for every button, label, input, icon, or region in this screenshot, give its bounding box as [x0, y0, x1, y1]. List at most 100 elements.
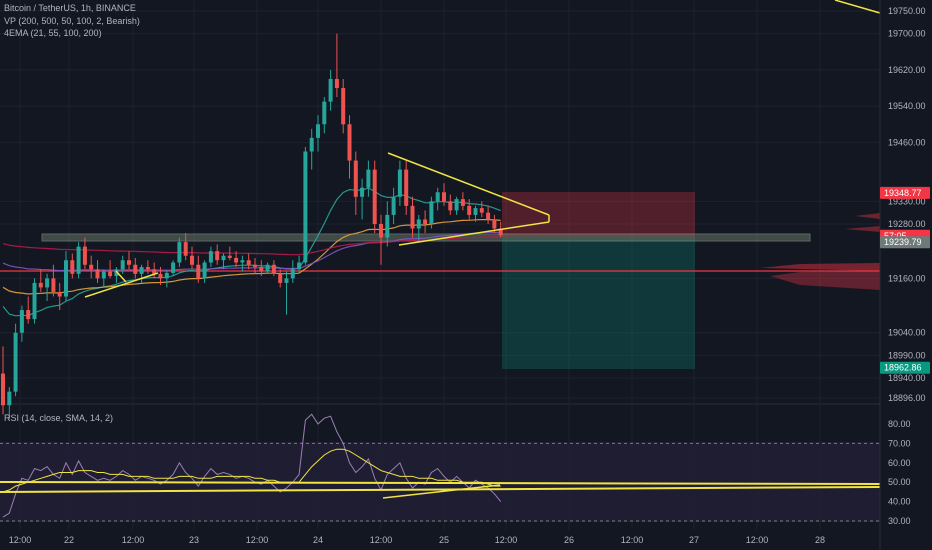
- candle-body: [19, 310, 24, 333]
- candle-body: [479, 208, 484, 213]
- rsi-tick-label: 50.00: [888, 477, 911, 487]
- candle-body: [486, 212, 491, 220]
- trendline-lower[interactable]: [84, 272, 159, 298]
- candle-body: [57, 291, 62, 297]
- candle-body: [410, 205, 415, 229]
- candle-body: [309, 137, 314, 152]
- candle-body: [460, 199, 465, 206]
- candle-body: [26, 310, 31, 320]
- time-tick-label: 12:00: [122, 535, 145, 545]
- target-zone[interactable]: [502, 238, 695, 369]
- price-tick-label: 19280.00: [888, 219, 926, 229]
- price-tick-label: 19620.00: [888, 65, 926, 75]
- time-axis[interactable]: 12:00 22 12:00 23 12:00 24 12:00 25 12:00 26 12:00…: [9, 535, 825, 545]
- candle-body: [316, 124, 320, 138]
- chart-title: Bitcoin / TetherUS, 1h, BINANCE: [4, 3, 136, 13]
- candle-body: [234, 257, 239, 263]
- candle-body: [429, 201, 434, 224]
- time-tick-label: 25: [439, 535, 449, 545]
- candle-body: [101, 271, 106, 279]
- candle-body: [139, 267, 144, 274]
- candle-body: [360, 187, 365, 197]
- candle-body: [334, 78, 339, 89]
- candle-body: [423, 219, 428, 224]
- trendline-top[interactable]: [834, 0, 881, 14]
- price-axis[interactable]: 19750.00 19700.00 19620.00 19540.00 19460.00…: [888, 6, 926, 403]
- candle-body: [303, 151, 308, 263]
- triangle-drawing[interactable]: [387, 152, 550, 246]
- time-tick-label: 26: [564, 535, 574, 545]
- candle-body: [82, 246, 87, 265]
- stop-zone[interactable]: [502, 192, 695, 238]
- candle-body: [397, 169, 402, 197]
- price-tick-label: 19540.00: [888, 101, 926, 111]
- candle-body: [404, 169, 409, 206]
- price-tick-label: 18896.00: [888, 393, 926, 403]
- candle-body: [108, 271, 113, 277]
- time-tick-label: 12:00: [621, 535, 644, 545]
- candle-body: [221, 255, 226, 261]
- trendline-small[interactable]: [115, 270, 127, 283]
- price-tick-label: 19040.00: [888, 328, 926, 338]
- candle-body: [208, 251, 213, 263]
- rsi-drawings[interactable]: [0, 481, 881, 499]
- rsi-tick-label: 80.00: [888, 419, 911, 429]
- candle-body: [70, 260, 75, 274]
- candle-body: [95, 269, 100, 279]
- candle-body: [145, 267, 150, 270]
- price-tag-label: 19348.77: [884, 188, 922, 198]
- time-tick-label: 28: [815, 535, 825, 545]
- time-tick-label: 12:00: [370, 535, 393, 545]
- price-tick-label: 19750.00: [888, 6, 926, 16]
- candle-body: [152, 269, 157, 274]
- candle-body: [322, 101, 327, 125]
- candle-body: [498, 228, 503, 236]
- candle-body: [265, 264, 270, 272]
- price-tag-label: 19239.79: [884, 237, 922, 247]
- rsi-tick-label: 30.00: [888, 516, 911, 526]
- candle-body: [32, 282, 37, 320]
- rsi-legend: RSI (14, close, SMA, 14, 2): [4, 413, 114, 423]
- candle-body: [7, 391, 12, 406]
- candle-body: [240, 260, 245, 263]
- candle-body: [133, 264, 138, 274]
- candle-body: [177, 242, 182, 263]
- time-tick-label: 12:00: [495, 535, 518, 545]
- rsi-tick-label: 60.00: [888, 458, 911, 468]
- rsi-sma-line: [2, 448, 501, 493]
- candle-body: [454, 199, 459, 211]
- candle-body: [341, 88, 346, 125]
- candle-body: [385, 214, 390, 238]
- candle-body: [328, 78, 333, 102]
- candle-body: [164, 272, 169, 279]
- candle-body: [190, 255, 194, 265]
- candle-body: [353, 160, 358, 197]
- ema-legend: 4EMA (21, 55, 100, 200): [4, 28, 102, 38]
- candle-body: [253, 264, 257, 268]
- price-tick-label: 18940.00: [888, 373, 926, 383]
- price-axis-bg: [880, 0, 932, 550]
- price-tag-label: 18962.86: [884, 363, 922, 373]
- vp-legend: VP (200, 500, 50, 100, 2, Bearish): [4, 16, 140, 26]
- candles: [1, 33, 503, 419]
- price-tag: [880, 236, 930, 249]
- candle-body: [366, 169, 371, 188]
- time-tick-label: 22: [64, 535, 74, 545]
- rsi-axis[interactable]: 80.00 70.00 60.00 50.00 40.00 30.00: [888, 419, 911, 526]
- candle-body: [120, 260, 125, 270]
- volume-profile: [760, 213, 880, 290]
- rsi-tick-label: 70.00: [888, 438, 911, 448]
- price-tag: [880, 361, 930, 374]
- price-tick-label: 19460.00: [888, 137, 926, 147]
- candle-body: [347, 124, 352, 161]
- price-tick-label: 18990.00: [888, 350, 926, 360]
- candle-body: [448, 201, 453, 211]
- candle-body: [38, 282, 43, 288]
- candle-body: [13, 332, 18, 392]
- time-tick-label: 12:00: [9, 535, 32, 545]
- time-tick-label: 23: [189, 535, 199, 545]
- candle-body: [271, 264, 276, 274]
- candle-body: [171, 262, 176, 273]
